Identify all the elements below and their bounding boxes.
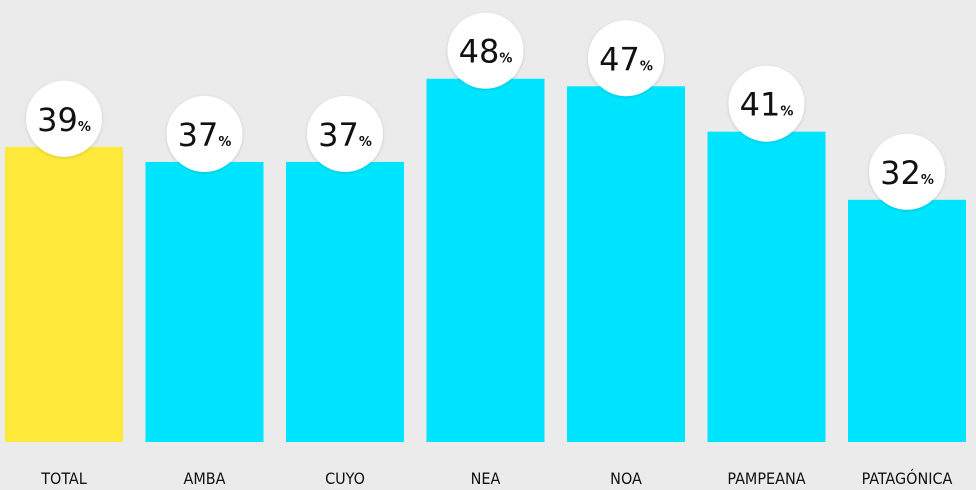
bar [286,161,404,442]
value-badge [728,65,805,142]
value-label: 37% [178,116,232,154]
value-badge [869,133,945,210]
bar [567,86,685,442]
value-badge [307,95,383,172]
value-label: 39% [37,101,91,139]
x-tick-label: NOA [610,469,642,488]
value-label: 47% [599,40,653,78]
bar [426,78,545,442]
x-tick-label: PATAGÓNICA [862,469,953,488]
value-label: 37% [318,116,372,154]
x-tick-label: TOTAL [40,469,87,488]
bar [707,131,826,443]
bar [5,146,123,442]
value-badge [588,20,664,97]
x-tick-label: NEA [471,469,501,488]
value-label: 32% [880,154,934,192]
value-label: 41% [740,86,794,124]
value-badge [447,12,524,89]
x-tick-label: CUYO [325,469,365,488]
x-tick-label: AMBA [184,469,226,488]
bar [145,161,264,442]
value-badge [166,95,243,172]
value-label: 48% [459,33,513,71]
x-tick-label: PAMPEANA [727,469,805,488]
value-badge [26,80,102,157]
bar [848,199,966,442]
